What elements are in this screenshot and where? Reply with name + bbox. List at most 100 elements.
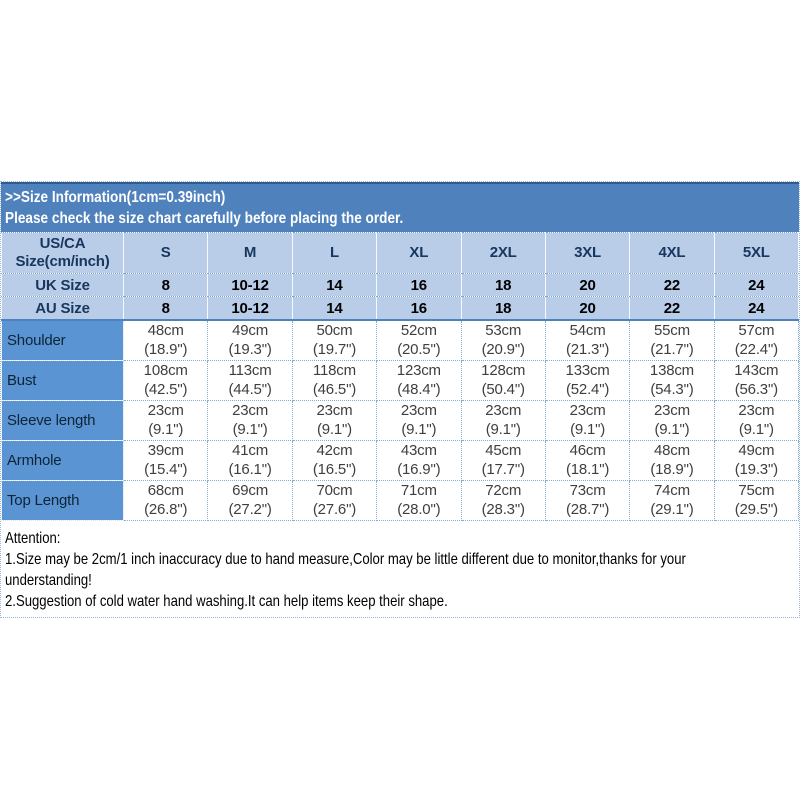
measurement-label: Shoulder (1, 319, 124, 361)
au-size-row: AU Size 8 10-12 14 16 18 20 22 24 (1, 296, 800, 321)
au-size-value: 20 (544, 296, 631, 321)
inch-value: (28.7") (566, 501, 610, 518)
cm-value: 23cm (232, 402, 268, 419)
measurement-cell: 55cm (21.7") (629, 319, 715, 361)
measurement-cell: 48cm (18.9") (629, 439, 715, 481)
au-size-value: 22 (629, 296, 715, 321)
uk-size-value: 20 (544, 273, 631, 297)
cm-value: 74cm (653, 482, 690, 499)
cm-value: 128cm (481, 362, 526, 379)
cm-value: 73cm (569, 482, 606, 499)
inch-value: (9.1") (654, 421, 690, 438)
size-table: US/CA Size(cm/inch) S M L XL 2XL 3XL 4XL… (1, 232, 800, 521)
cm-value: 49cm (738, 442, 775, 459)
measurement-cell: 46cm (18.1") (544, 439, 631, 481)
measurement-cell: 49cm (19.3") (207, 319, 293, 361)
inch-value: (16.9") (397, 461, 441, 478)
measurement-row-sleeve-length: Sleeve length 23cm (9.1") 23cm (9.1") 23cm… (1, 399, 800, 441)
measurement-cell: 118cm (46.5") (291, 359, 378, 401)
cm-value: 57cm (738, 322, 775, 340)
inch-value: (19.3") (734, 461, 778, 478)
cm-value: 71cm (400, 482, 437, 499)
cm-value: 23cm (316, 402, 353, 419)
inch-value: (18.9") (144, 341, 188, 359)
measurement-cell: 73cm (28.7") (544, 479, 631, 521)
cm-value: 23cm (400, 402, 437, 419)
cm-value: 48cm (147, 322, 184, 340)
measurement-cell: 143cm (56.3") (713, 359, 800, 401)
measurement-cell: 53cm (20.9") (460, 319, 546, 361)
measurement-label: Armhole (1, 439, 124, 481)
size-col-header: L (291, 232, 378, 274)
measurement-cell: 54cm (21.3") (544, 319, 631, 361)
size-col-header: 5XL (713, 232, 800, 274)
measurement-cell: 23cm (9.1") (713, 399, 800, 441)
banner-title: >>Size Information(1cm=0.39inch) (5, 189, 226, 206)
au-size-value: 14 (291, 296, 378, 321)
attention-heading: Attention: (5, 529, 61, 547)
measurement-cell: 133cm (52.4") (544, 359, 631, 401)
corner-header: US/CA Size(cm/inch) (1, 232, 124, 274)
cm-value: 48cm (653, 442, 690, 459)
inch-value: (9.1") (738, 421, 774, 438)
inch-value: (22.4") (734, 341, 778, 359)
measurement-cell: 69cm (27.2") (207, 479, 293, 521)
cm-value: 23cm (653, 402, 690, 419)
measurement-cell: 74cm (29.1") (629, 479, 715, 521)
cm-value: 68cm (147, 482, 184, 499)
size-col-header: S (122, 232, 209, 274)
au-size-value: 18 (460, 296, 546, 321)
cm-value: 43cm (400, 442, 437, 459)
inch-value: (27.6") (312, 501, 356, 518)
attention-note-line: understanding! (5, 571, 92, 589)
measurement-cell: 49cm (19.3") (713, 439, 800, 481)
cm-value: 133cm (565, 362, 610, 379)
measurement-cell: 23cm (9.1") (291, 399, 378, 441)
inch-value: (9.1") (570, 421, 606, 438)
cm-value: 118cm (312, 362, 356, 379)
inch-value: (9.1") (232, 421, 268, 438)
measurement-label: Sleeve length (1, 399, 124, 441)
cm-value: 23cm (147, 402, 184, 419)
measurement-cell: 72cm (28.3") (460, 479, 546, 521)
measurement-cell: 52cm (20.5") (376, 319, 462, 361)
cm-value: 46cm (569, 442, 606, 459)
cm-value: 52cm (400, 322, 437, 340)
uk-size-value: 10-12 (207, 273, 293, 297)
size-col-header: XL (376, 232, 462, 274)
cm-value: 108cm (143, 362, 188, 379)
inch-value: (9.1") (485, 421, 521, 438)
cm-value: 39cm (147, 442, 184, 459)
measurement-cell: 23cm (9.1") (544, 399, 631, 441)
measurement-cell: 68cm (26.8") (122, 479, 209, 521)
inch-value: (27.2") (228, 501, 272, 518)
cm-value: 45cm (485, 442, 522, 459)
inch-value: (28.0") (397, 501, 441, 518)
size-col-header: 2XL (460, 232, 546, 274)
cm-value: 55cm (653, 322, 690, 340)
au-size-label: AU Size (1, 296, 124, 321)
cm-value: 75cm (738, 482, 775, 499)
attention-note-line: 2.Suggestion of cold water hand washing.… (5, 592, 448, 610)
measurement-cell: 138cm (54.3") (629, 359, 715, 401)
size-col-header: 3XL (544, 232, 631, 274)
inch-value: (9.1") (148, 421, 184, 438)
uk-size-value: 24 (713, 273, 800, 297)
measurement-cell: 113cm (44.5") (207, 359, 293, 401)
measurement-row-bust: Bust 108cm (42.5") 113cm (44.5") 118cm (46.… (1, 359, 800, 401)
uk-size-label: UK Size (1, 273, 124, 297)
measurement-cell: 23cm (9.1") (629, 399, 715, 441)
inch-value: (56.3") (734, 381, 778, 398)
attention-notes: Attention: 1.Size may be 2cm/1 inch inac… (1, 521, 799, 617)
size-col-header: 4XL (629, 232, 715, 274)
uk-size-value: 18 (460, 273, 546, 297)
cm-value: 23cm (738, 402, 775, 419)
measurement-cell: 45cm (17.7") (460, 439, 546, 481)
measurement-cell: 50cm (19.7") (291, 319, 378, 361)
cm-value: 53cm (485, 322, 522, 340)
inch-value: (16.5") (312, 461, 356, 478)
measurement-label: Bust (1, 359, 124, 401)
inch-value: (28.3") (481, 501, 525, 518)
corner-header-line2: Size(cm/inch) (15, 253, 110, 270)
